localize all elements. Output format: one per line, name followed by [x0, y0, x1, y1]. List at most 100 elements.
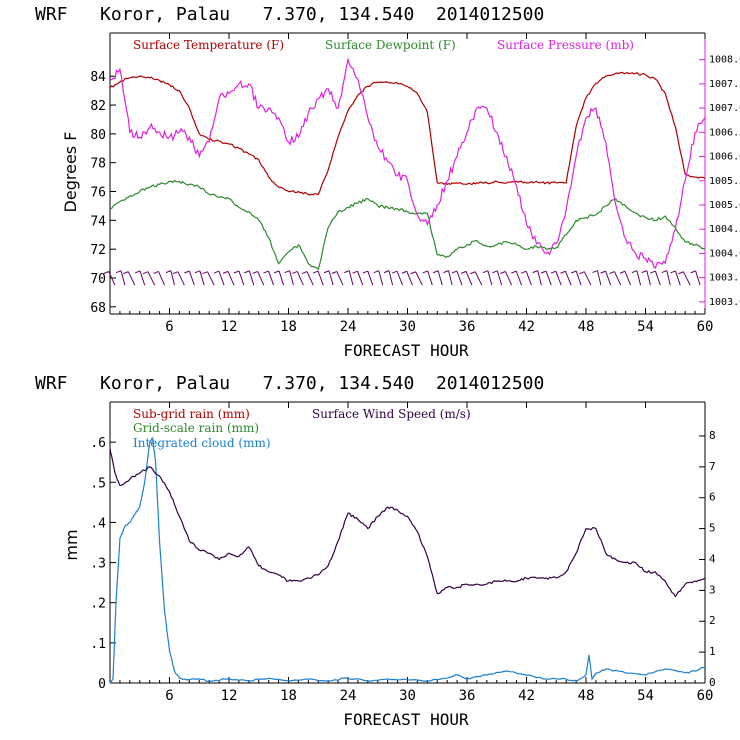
- wind-barb-flag: [641, 270, 647, 274]
- x-tick-label: 30: [399, 688, 416, 704]
- y-tick-label: .6: [90, 436, 106, 451]
- y-tick-label: 82: [90, 99, 106, 114]
- wind-barb: [188, 270, 195, 286]
- y2-tick-label: 1005.5: [709, 176, 740, 187]
- wind-barb-flag: [678, 271, 684, 275]
- wind-barb-flag: [165, 270, 172, 274]
- wind-barb-flag: [284, 270, 290, 274]
- wind-barb: [227, 271, 235, 286]
- x-tick-label: 48: [578, 319, 595, 335]
- series-line-3: [109, 57, 706, 269]
- series-line-2: [109, 448, 706, 598]
- x-tick-label: 6: [165, 688, 173, 704]
- wind-barb-flag: [482, 270, 489, 274]
- y-tick-label: .4: [90, 516, 106, 531]
- wind-barb-flag: [252, 270, 258, 274]
- wind-barb: [505, 271, 513, 286]
- wind-barb-flag: [401, 270, 408, 274]
- wind-barb-flag: [410, 271, 416, 275]
- panel2-y-axis-label: mm: [62, 529, 81, 560]
- y2-tick-label: 2: [709, 614, 716, 627]
- wind-barb-flag: [579, 271, 585, 275]
- wind-barb-flag: [492, 270, 498, 274]
- wind-barb: [682, 271, 691, 286]
- y-tick-label: .1: [90, 637, 106, 652]
- wind-barb-flag: [213, 270, 220, 274]
- y2-tick-label: 4: [709, 552, 716, 565]
- wind-barb: [177, 271, 185, 286]
- wind-barb: [695, 270, 701, 286]
- x-tick-label: 42: [518, 688, 535, 704]
- wind-barb-flag: [134, 270, 141, 274]
- wind-barb: [605, 270, 612, 286]
- y2-tick-label: 1004.0: [709, 248, 740, 259]
- wind-barb: [296, 271, 304, 286]
- series-line-1: [109, 437, 706, 684]
- wind-barb-flag: [153, 270, 159, 274]
- wind-barb: [348, 270, 354, 286]
- panel1-y-axis-label: Degrees F: [61, 132, 80, 213]
- wind-barb-flag: [511, 270, 517, 274]
- wind-barb: [654, 270, 661, 286]
- wind-barb: [614, 271, 622, 286]
- wind-barb: [487, 270, 493, 286]
- wind-barb: [336, 271, 344, 286]
- x-tick-label: 12: [221, 319, 238, 335]
- wind-barb-flag: [194, 270, 201, 274]
- wind-barb: [120, 270, 126, 286]
- wind-barb: [437, 270, 443, 286]
- y2-tick-label: 1007.5: [709, 79, 740, 90]
- wind-barb-flag: [592, 270, 598, 274]
- wind-barb: [565, 271, 572, 286]
- panel2-legend-subgrid: Sub-grid rain (mm): [133, 407, 250, 421]
- y-tick-label: 0: [98, 677, 106, 692]
- x-tick-label: 42: [518, 319, 535, 335]
- y-tick-label: 84: [90, 70, 106, 85]
- y2-tick-label: 1005.0: [709, 200, 740, 211]
- wind-barb-flag: [432, 270, 439, 274]
- wind-barb-flag: [352, 270, 358, 274]
- y2-tick-label: 1003.0: [709, 297, 740, 308]
- wind-barb: [456, 270, 463, 286]
- wind-barb-flag: [373, 270, 379, 274]
- wind-barb-flag: [560, 270, 566, 274]
- wind-barb-flag: [500, 271, 506, 274]
- series-line-1: [109, 71, 706, 196]
- wind-barb: [108, 271, 116, 286]
- wind-barb: [674, 270, 681, 286]
- wind-barb: [367, 270, 374, 286]
- wind-barb-flag: [123, 271, 129, 275]
- wind-barb-flag: [222, 270, 229, 274]
- wind-barb-flag: [263, 270, 269, 274]
- y2-tick-label: 1006.5: [709, 127, 740, 138]
- wind-barb-flag: [312, 270, 319, 274]
- wind-barb: [406, 271, 413, 286]
- x-tick-label: 60: [697, 319, 714, 335]
- wind-barb-flag: [451, 270, 458, 274]
- wind-barb-flag: [233, 270, 240, 274]
- x-tick-label: 36: [459, 688, 476, 704]
- wind-barb: [257, 271, 265, 286]
- wind-barb: [465, 271, 473, 286]
- wind-barb: [496, 270, 503, 286]
- panel1-legend-pressure: Surface Pressure (mb): [497, 38, 634, 52]
- wind-barb: [545, 270, 552, 286]
- panel2-title: WRF Koror, Palau 7.370, 134.540 20140125…: [35, 373, 544, 394]
- wind-barb: [448, 270, 453, 286]
- wind-barb: [127, 271, 136, 286]
- wind-barb-flag: [670, 270, 676, 274]
- wind-barb: [248, 270, 255, 286]
- wind-barb-flag: [391, 270, 398, 274]
- y2-tick-label: 6: [709, 491, 716, 504]
- wind-barb-flag: [631, 270, 638, 274]
- wind-barb: [170, 270, 175, 286]
- wind-barb-flag: [172, 271, 179, 275]
- wind-barb-flag: [532, 270, 538, 274]
- x-tick-label: 48: [578, 688, 595, 704]
- y2-tick-label: 3: [709, 583, 716, 596]
- wind-barb: [289, 270, 294, 286]
- panel2-legend-windspeed: Surface Wind Speed (m/s): [312, 407, 471, 421]
- wind-barb: [147, 271, 156, 286]
- y-tick-label: 74: [90, 214, 106, 229]
